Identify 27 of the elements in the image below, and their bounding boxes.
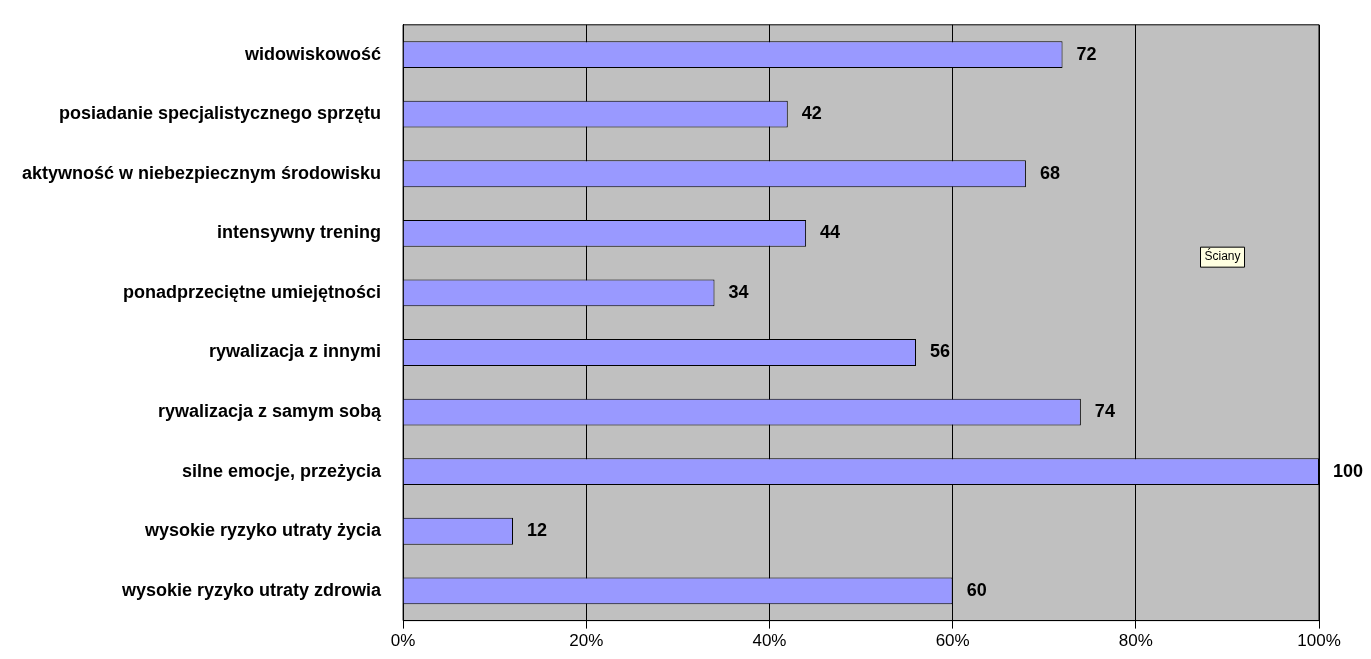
x-tick-label: 0%	[390, 631, 416, 651]
data-label: 56	[930, 341, 951, 362]
x-tick-label: 100%	[1297, 631, 1341, 651]
data-label: 34	[728, 281, 749, 302]
y-tick-label: intensywny trening	[217, 222, 382, 243]
data-label: 72	[1076, 43, 1097, 64]
x-tick-label: 40%	[752, 631, 787, 651]
data-label: 100	[1333, 460, 1364, 481]
x-tick-label: 60%	[935, 631, 970, 651]
data-label: 12	[527, 520, 548, 541]
data-label: 42	[801, 103, 822, 124]
x-tick-label: 80%	[1118, 631, 1153, 651]
x-tick-label: 20%	[569, 631, 604, 651]
data-label: 68	[1039, 162, 1060, 183]
y-tick-label: wysokie ryzyko utraty zdrowia	[121, 579, 383, 600]
data-label: 60	[966, 579, 987, 600]
y-tick-label: aktywność w niebezpiecznym środowisku	[21, 162, 382, 183]
y-tick-label: wysokie ryzyko utraty życia	[143, 520, 383, 541]
y-tick-label: rywalizacja z innymi	[209, 341, 382, 362]
annotation: Ściany	[1204, 248, 1241, 264]
data-label: 44	[820, 222, 841, 243]
y-tick-label: rywalizacja z samym sobą	[157, 401, 383, 422]
data-label: 74	[1094, 401, 1115, 422]
y-tick-label: posiadanie specjalistycznego sprzętu	[58, 103, 382, 124]
y-tick-label: widowiskowość	[244, 43, 382, 64]
y-tick-label: silne emocje, przeżycia	[181, 460, 383, 481]
y-tick-label: ponadprzeciętne umiejętności	[123, 281, 382, 302]
